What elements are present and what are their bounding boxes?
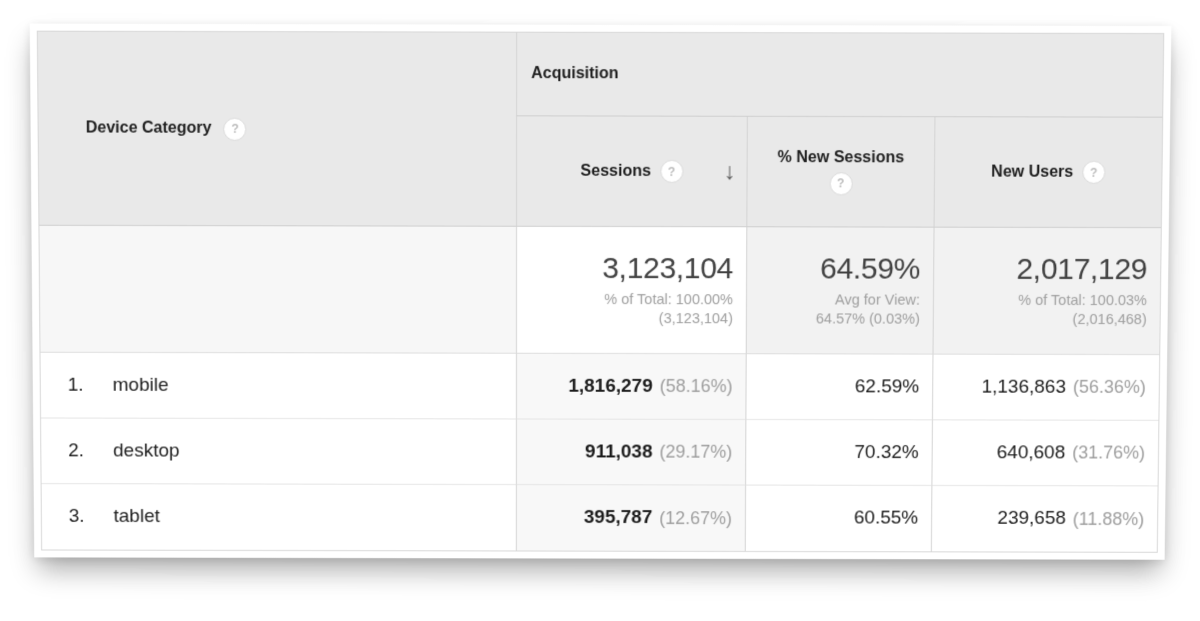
device-name: mobile	[112, 374, 169, 396]
table-cell-new-sessions-pct: 62.59%	[745, 354, 933, 421]
device-name: desktop	[113, 440, 180, 462]
table-cell-sessions: 1,816,279 (58.16%)	[515, 353, 746, 420]
table-cell-new-users: 1,136,863 (56.36%)	[931, 354, 1160, 421]
table-row-device-name: 2. desktop	[41, 418, 516, 486]
help-icon[interactable]: ?	[659, 159, 684, 183]
help-icon[interactable]: ?	[829, 171, 853, 195]
sessions-header-label: Sessions	[580, 162, 652, 180]
new-sessions-pct-value: 60.55%	[853, 507, 919, 529]
new-users-total-raw: (2,016,468)	[1072, 311, 1147, 328]
sessions-total-raw: (3,123,104)	[658, 310, 733, 327]
new-users-share-pct: (31.76%)	[1072, 442, 1146, 463]
sessions-total-value: 3,123,104	[602, 251, 734, 285]
new-sessions-avg-detail: 64.57% (0.03%)	[815, 310, 920, 328]
acquisition-label: Acquisition	[531, 64, 619, 83]
summary-device-cell	[39, 225, 517, 354]
sessions-share-pct: (12.67%)	[659, 507, 733, 528]
table-cell-new-sessions-pct: 60.55%	[744, 485, 932, 552]
row-index: 3.	[68, 505, 85, 527]
new-sessions-avg-label: Avg for View:	[834, 291, 921, 309]
device-category-label: Device Category	[85, 119, 212, 137]
analytics-table-card: Device Category ? Acquisition Sessions ?…	[29, 23, 1172, 560]
table-cell-sessions: 395,787 (12.67%)	[515, 485, 746, 551]
new-users-header-label: New Users	[991, 163, 1074, 181]
new-sessions-pct-value: 62.59%	[854, 375, 920, 397]
new-users-share-pct: (56.36%)	[1072, 376, 1146, 397]
summary-new-users-cell: 2,017,129 % of Total: 100.03% (2,016,468…	[932, 227, 1161, 356]
column-header-device-category[interactable]: Device Category ?	[37, 31, 517, 227]
summary-new-sessions-cell: 64.59% Avg for View: 64.57% (0.03%)	[745, 227, 934, 355]
row-index: 2.	[68, 439, 85, 461]
new-users-total-pct: % of Total: 100.03%	[1018, 292, 1148, 309]
new-users-value: 1,136,863	[981, 376, 1067, 398]
sessions-value: 1,816,279	[568, 375, 653, 397]
summary-sessions-cell: 3,123,104 % of Total: 100.00% (3,123,104…	[515, 226, 747, 355]
column-header-new-users[interactable]: New Users ?	[933, 117, 1163, 229]
sessions-share-pct: (29.17%)	[659, 441, 733, 462]
row-index: 1.	[67, 374, 84, 396]
new-sessions-avg-value: 64.59%	[820, 251, 921, 286]
column-header-sessions[interactable]: Sessions ? ↓	[516, 116, 747, 228]
new-sessions-pct-value: 70.32%	[854, 441, 919, 463]
table-row-device-name: 3. tablet	[41, 484, 516, 551]
table-cell-new-users: 640,608 (31.76%)	[931, 420, 1159, 487]
column-header-new-sessions-pct[interactable]: % New Sessions ?	[746, 116, 935, 228]
sessions-share-pct: (58.16%)	[659, 375, 733, 397]
new-sessions-header-label: % New Sessions	[777, 148, 905, 166]
table-row-device-name: 1. mobile	[40, 352, 516, 420]
new-users-value: 640,608	[996, 441, 1066, 463]
device-category-table: Device Category ? Acquisition Sessions ?…	[36, 30, 1165, 553]
help-icon[interactable]: ?	[223, 117, 247, 141]
sort-desc-arrow-icon: ↓	[723, 157, 736, 184]
sessions-value: 911,038	[585, 441, 653, 463]
table-cell-new-users: 239,658 (11.88%)	[930, 485, 1158, 552]
new-users-total-value: 2,017,129	[1016, 252, 1148, 286]
new-users-value: 239,658	[997, 507, 1066, 529]
page: Device Category ? Acquisition Sessions ?…	[0, 23, 1200, 621]
new-users-share-pct: (11.88%)	[1072, 508, 1145, 529]
help-icon[interactable]: ?	[1082, 160, 1106, 184]
sessions-total-pct: % of Total: 100.00%	[604, 291, 734, 308]
acquisition-group-header: Acquisition	[516, 32, 1164, 118]
table-cell-new-sessions-pct: 70.32%	[745, 419, 932, 486]
device-name: tablet	[113, 506, 160, 527]
table-cell-sessions: 911,038 (29.17%)	[515, 419, 746, 486]
sessions-value: 395,787	[583, 507, 653, 528]
